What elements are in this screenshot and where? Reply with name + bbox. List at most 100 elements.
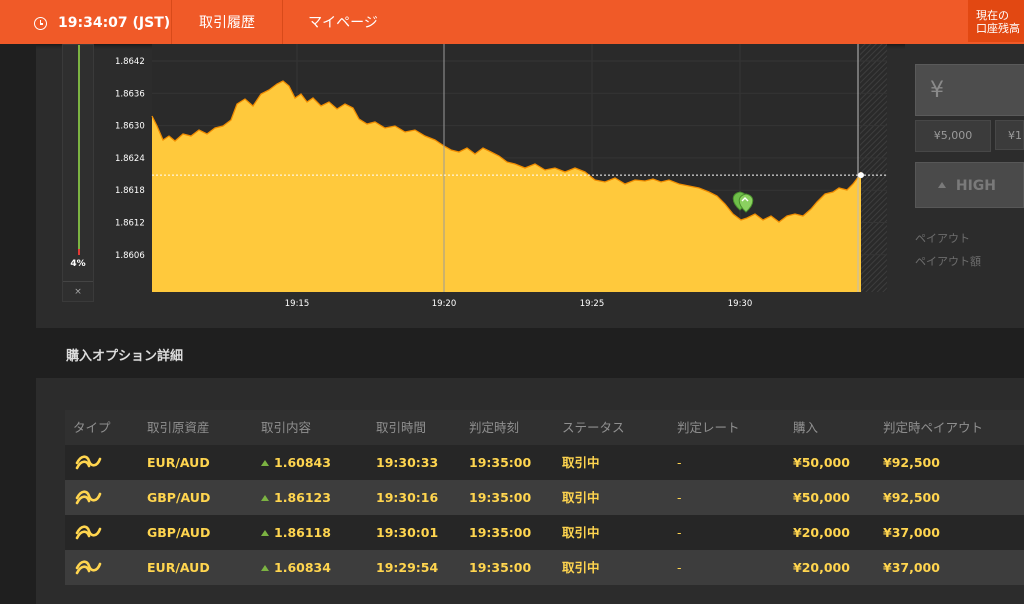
up-arrow-icon bbox=[261, 494, 269, 501]
nav-mypage[interactable]: マイページ bbox=[308, 15, 378, 31]
high-low-type-icon bbox=[75, 455, 102, 470]
x-tick-label: 19:25 bbox=[580, 299, 605, 309]
balance-label-line2: 口座残高 bbox=[976, 22, 1020, 35]
row-judge-time: 19:35:00 bbox=[469, 525, 532, 540]
row-judge-time: 19:35:00 bbox=[469, 490, 532, 505]
col-header-judge-rate: 判定レート bbox=[677, 420, 740, 435]
row-judge-rate: - bbox=[677, 560, 682, 575]
row-rate: 1.86123 bbox=[274, 490, 331, 505]
row-asset: EUR/AUD bbox=[147, 455, 210, 470]
row-judge-rate: - bbox=[677, 455, 682, 470]
clock-text: 19:34:07 (JST) bbox=[58, 15, 171, 31]
row-purchase: ¥50,000 bbox=[793, 490, 850, 505]
price-area bbox=[152, 81, 861, 292]
high-low-type-icon bbox=[75, 560, 102, 575]
x-tick-label: 19:15 bbox=[285, 299, 310, 309]
payout-label: ペイアウト bbox=[915, 232, 970, 245]
quick-amount-button[interactable]: ¥5,000 bbox=[915, 120, 991, 152]
clock-icon bbox=[34, 17, 47, 30]
table-row[interactable]: GBP/AUD 1.86118 19:30:01 19:35:00 取引中 - … bbox=[65, 515, 1024, 550]
nav-trade-history[interactable]: 取引履歴 bbox=[172, 0, 283, 44]
y-tick-label: 1.8636 bbox=[115, 89, 145, 99]
account-balance-label[interactable]: 現在の 口座残高 bbox=[968, 0, 1024, 42]
price-line bbox=[151, 80, 862, 223]
amount-input[interactable]: ¥ bbox=[915, 64, 1024, 116]
high-button[interactable]: HIGH bbox=[915, 162, 1024, 208]
row-judge-rate: - bbox=[677, 490, 682, 505]
current-price-dot bbox=[858, 172, 864, 179]
row-status: 取引中 bbox=[562, 560, 600, 575]
row-content: 1.60843 bbox=[261, 445, 331, 480]
row-content: 1.60834 bbox=[261, 550, 331, 585]
up-arrow-icon bbox=[261, 529, 269, 536]
col-header-status: ステータス bbox=[562, 420, 625, 435]
price-chart[interactable]: 1.8642 1.8636 1.8630 1.8624 1.8618 1.861… bbox=[95, 44, 900, 324]
sentiment-gauge: 4% × bbox=[62, 44, 94, 302]
purchased-options-table: タイプ 取引原資産 取引内容 取引時間 判定時刻 ステータス 判定レート 購入 … bbox=[65, 410, 1024, 585]
col-header-judge-time: 判定時刻 bbox=[469, 420, 520, 435]
purchased-options-header: 購入オプション詳細 bbox=[36, 328, 1024, 378]
x-tick-label: 19:20 bbox=[432, 299, 457, 309]
row-rate: 1.60843 bbox=[274, 455, 331, 470]
table-row[interactable]: GBP/AUD 1.86123 19:30:16 19:35:00 取引中 - … bbox=[65, 480, 1024, 515]
left-strip bbox=[0, 44, 36, 604]
balance-label-line1: 現在の bbox=[976, 9, 1009, 22]
entry-marker-icon bbox=[732, 191, 754, 213]
amount-currency-symbol: ¥ bbox=[930, 78, 944, 103]
y-tick-label: 1.8624 bbox=[115, 154, 145, 164]
top-bar: 19:34:07 (JST) 取引履歴 マイページ 現在の 口座残高 bbox=[0, 0, 1024, 44]
row-time: 19:30:16 bbox=[376, 490, 439, 505]
row-judge-rate: - bbox=[677, 525, 682, 540]
gauge-percent: 4% bbox=[70, 259, 86, 269]
row-rate: 1.60834 bbox=[274, 560, 331, 575]
row-status: 取引中 bbox=[562, 455, 600, 470]
x-axis-labels: 19:15 19:20 19:25 19:30 bbox=[285, 299, 753, 309]
row-payout: ¥92,500 bbox=[883, 455, 940, 470]
row-status: 取引中 bbox=[562, 490, 600, 505]
y-tick-label: 1.8612 bbox=[115, 219, 145, 229]
quick-amount-button-next[interactable]: ¥1 bbox=[995, 120, 1024, 150]
col-header-type: タイプ bbox=[73, 420, 111, 435]
row-payout: ¥37,000 bbox=[883, 560, 940, 575]
expiry-hatch-zone bbox=[860, 44, 887, 292]
row-status: 取引中 bbox=[562, 525, 600, 540]
chart-svg: 1.8642 1.8636 1.8630 1.8624 1.8618 1.861… bbox=[115, 44, 887, 309]
y-tick-label: 1.8618 bbox=[115, 186, 145, 196]
high-label: HIGH bbox=[955, 178, 997, 194]
row-asset: GBP/AUD bbox=[147, 490, 211, 505]
gauge-close-button[interactable]: × bbox=[63, 281, 93, 297]
y-axis-labels: 1.8642 1.8636 1.8630 1.8624 1.8618 1.861… bbox=[115, 57, 145, 261]
payout-amount-label: ペイアウト額 bbox=[915, 255, 981, 268]
row-judge-time: 19:35:00 bbox=[469, 560, 532, 575]
x-tick-label: 19:30 bbox=[728, 299, 753, 309]
row-judge-time: 19:35:00 bbox=[469, 455, 532, 470]
row-asset: GBP/AUD bbox=[147, 525, 211, 540]
row-content: 1.86123 bbox=[261, 480, 331, 515]
y-tick-label: 1.8630 bbox=[115, 122, 145, 132]
y-tick-label: 1.8606 bbox=[115, 251, 145, 261]
table-row[interactable]: EUR/AUD 1.60834 19:29:54 19:35:00 取引中 - … bbox=[65, 550, 1024, 585]
up-arrow-icon bbox=[938, 182, 946, 188]
col-header-purchase: 購入 bbox=[793, 420, 819, 435]
y-tick-label: 1.8642 bbox=[115, 57, 145, 67]
row-payout: ¥37,000 bbox=[883, 525, 940, 540]
gauge-bar bbox=[78, 45, 80, 255]
high-low-type-icon bbox=[75, 490, 102, 505]
row-payout: ¥92,500 bbox=[883, 490, 940, 505]
server-clock: 19:34:07 (JST) bbox=[0, 0, 172, 44]
row-rate: 1.86118 bbox=[274, 525, 331, 540]
section-title: 購入オプション詳細 bbox=[66, 349, 184, 364]
table-header-row: タイプ 取引原資産 取引内容 取引時間 判定時刻 ステータス 判定レート 購入 … bbox=[65, 410, 1024, 445]
row-time: 19:30:33 bbox=[376, 455, 439, 470]
up-arrow-icon bbox=[261, 459, 269, 466]
gauge-marker bbox=[78, 249, 80, 255]
col-header-content: 取引内容 bbox=[261, 420, 312, 435]
order-panel: ¥ ¥5,000 ¥1 HIGH ペイアウト ペイアウト額 bbox=[905, 44, 1024, 326]
col-header-asset: 取引原資産 bbox=[147, 420, 210, 435]
row-purchase: ¥20,000 bbox=[793, 525, 850, 540]
table-row[interactable]: EUR/AUD 1.60843 19:30:33 19:35:00 取引中 - … bbox=[65, 445, 1024, 480]
row-purchase: ¥20,000 bbox=[793, 560, 850, 575]
row-asset: EUR/AUD bbox=[147, 560, 210, 575]
row-purchase: ¥50,000 bbox=[793, 455, 850, 470]
col-header-time: 取引時間 bbox=[376, 420, 427, 435]
